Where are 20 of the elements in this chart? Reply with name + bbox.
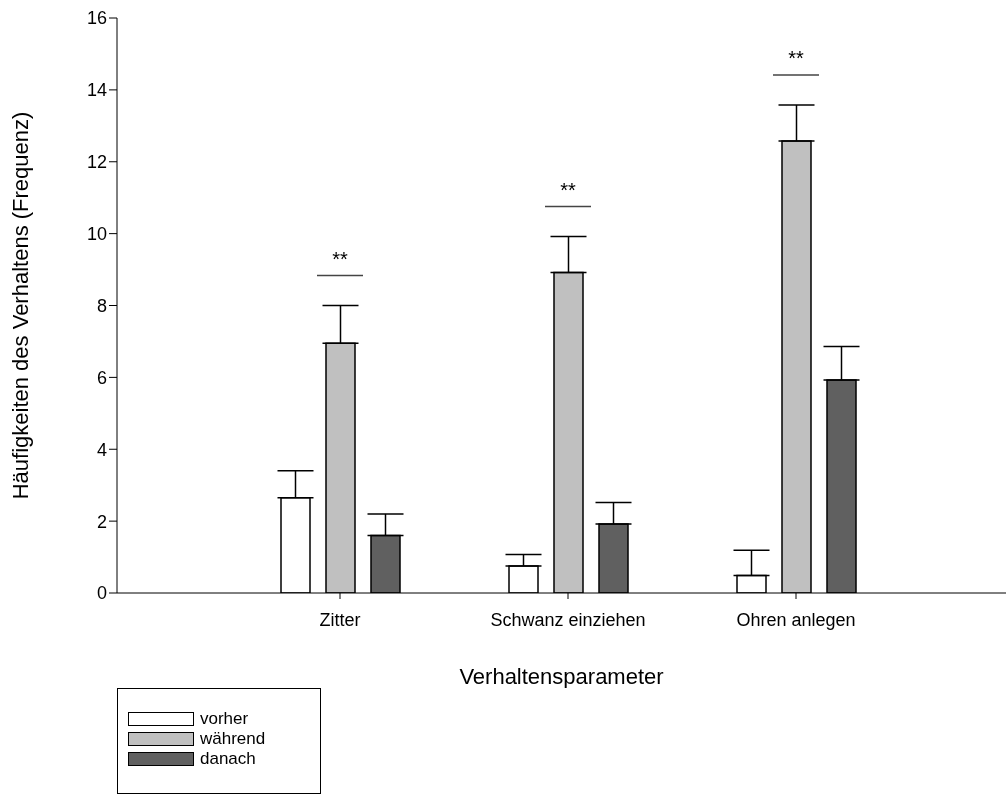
- y-tick-label: 14: [86, 80, 107, 101]
- x-tick-label: Ohren anlegen: [736, 609, 856, 630]
- y-tick-label: 4: [96, 439, 107, 460]
- y-tick-label: 6: [96, 367, 107, 388]
- x-tick-label: Schwanz einziehen: [490, 609, 646, 630]
- y-tick-label: 0: [96, 583, 107, 604]
- y-tick-label: 12: [86, 152, 107, 173]
- y-tick-label: 10: [86, 224, 107, 245]
- legend-label: danach: [200, 749, 256, 769]
- annotation: **: [332, 247, 348, 270]
- legend-label: vorher: [200, 709, 249, 729]
- y-tick-label: 16: [86, 8, 107, 29]
- y-tick-label: 2: [96, 511, 107, 532]
- x-tick-label: Zitter: [319, 609, 361, 630]
- y-axis-title: Häufigkeiten des Verhaltens (Frequenz): [7, 111, 33, 500]
- y-tick-label: 8: [96, 295, 107, 316]
- x-axis-title: Verhaltensparameter: [459, 664, 664, 689]
- annotation: **: [788, 46, 804, 69]
- annotation: **: [560, 178, 576, 201]
- legend-label: während: [200, 729, 266, 749]
